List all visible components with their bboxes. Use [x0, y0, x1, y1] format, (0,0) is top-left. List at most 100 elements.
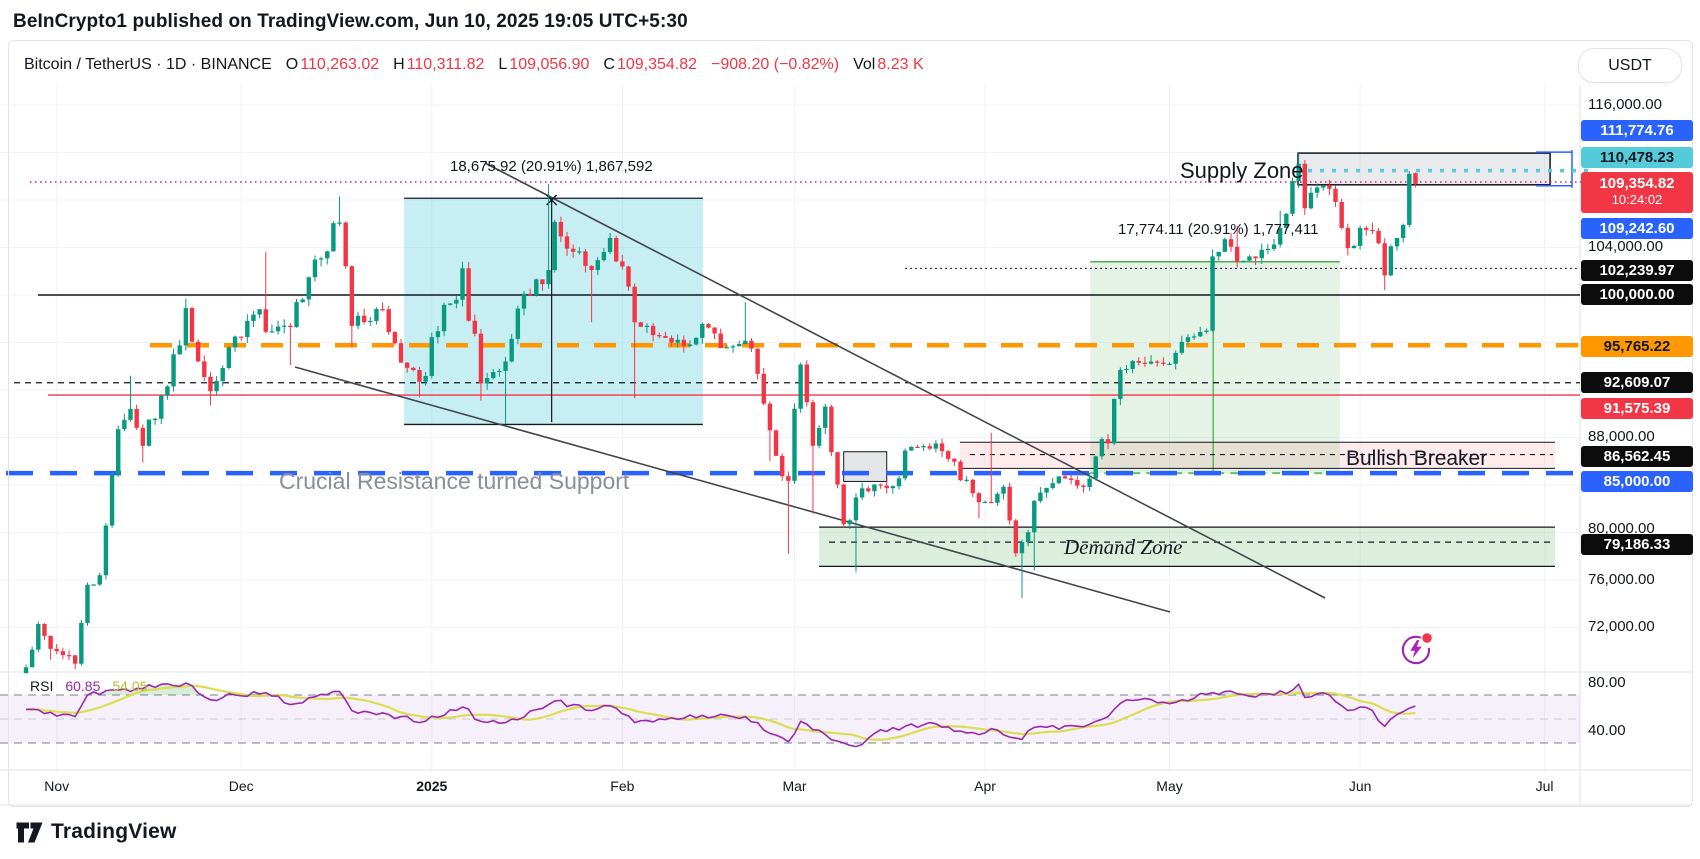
- candle: [1075, 480, 1080, 486]
- candle: [589, 265, 594, 271]
- candle: [1185, 337, 1191, 342]
- candle: [527, 293, 533, 296]
- candle: [177, 345, 182, 355]
- bullish-breaker-label[interactable]: Bullish Breaker: [1346, 447, 1488, 470]
- candle: [1179, 341, 1185, 353]
- rsi-line: [25, 682, 1416, 748]
- candle: [1388, 246, 1394, 276]
- candle: [1111, 398, 1117, 444]
- candle: [1259, 249, 1264, 259]
- candle: [1068, 478, 1074, 481]
- supply-zone-box: [1297, 152, 1551, 186]
- price-badge: 102,239.97: [1581, 259, 1693, 281]
- candle: [1062, 476, 1068, 479]
- candle: [534, 279, 539, 296]
- demand-zone-label[interactable]: Demand Zone: [1064, 535, 1183, 559]
- candle: [411, 367, 416, 371]
- candle: [1038, 492, 1043, 502]
- candle: [1321, 185, 1326, 188]
- candle: [601, 251, 607, 261]
- candle: [29, 649, 35, 668]
- candle: [1130, 361, 1135, 369]
- candle: [798, 364, 803, 409]
- candle: [1173, 352, 1178, 364]
- candle: [515, 308, 521, 339]
- candle: [1167, 363, 1172, 366]
- ohlc-close: C 109,354.82: [603, 56, 698, 73]
- candle: [743, 340, 748, 345]
- candle: [1302, 163, 1307, 209]
- candle: [816, 427, 822, 446]
- price-tick-label: 88,000.00: [1588, 428, 1655, 445]
- candle: [398, 343, 404, 363]
- candle: [1253, 256, 1258, 259]
- rsi-label: RSI: [30, 678, 54, 694]
- candle: [995, 493, 1000, 503]
- candle: [263, 309, 268, 332]
- price-range-annotation-mid[interactable]: 17,774.11 (20.91%) 1,777,411: [1118, 221, 1319, 238]
- currency-toggle-button[interactable]: USDT: [1578, 48, 1682, 83]
- candle: [380, 309, 385, 311]
- candle: [1007, 486, 1012, 521]
- crucial-resistance-label[interactable]: Crucial Resistance turned Support: [279, 468, 630, 494]
- price-range-annotation-top[interactable]: 18,675.92 (20.91%) 1,867,592: [450, 158, 653, 175]
- candle: [392, 332, 398, 344]
- candle: [97, 575, 102, 585]
- candle: [841, 484, 846, 525]
- candle: [1333, 188, 1338, 202]
- candle: [786, 476, 791, 481]
- candle: [1050, 483, 1055, 488]
- candle: [159, 395, 164, 419]
- candle: [503, 361, 508, 371]
- candle: [103, 525, 109, 576]
- candle: [989, 501, 994, 504]
- candle: [927, 446, 932, 449]
- candle: [1161, 362, 1166, 364]
- candle: [208, 376, 213, 392]
- candle: [497, 370, 502, 373]
- candle: [269, 331, 275, 333]
- candle: [706, 324, 711, 328]
- candle: [1087, 478, 1092, 488]
- candle: [546, 270, 551, 285]
- candle: [1019, 542, 1025, 554]
- chart-legend[interactable]: Bitcoin / TetherUS · 1D · BINANCE O 110,2…: [24, 56, 924, 74]
- countdown-timer: 10:24:02: [1611, 192, 1663, 207]
- candle: [238, 336, 244, 338]
- candle: [632, 286, 637, 323]
- candle: [128, 409, 133, 420]
- candle: [460, 268, 465, 300]
- candle: [669, 337, 674, 343]
- candle: [1351, 245, 1357, 249]
- publish-flash-icon[interactable]: [1396, 629, 1436, 669]
- candle: [183, 308, 189, 346]
- candle: [958, 461, 963, 481]
- candle: [964, 479, 969, 481]
- candle: [570, 248, 576, 252]
- rsi-ma-value: 54.05: [112, 678, 148, 694]
- tradingview-logo-text: TradingView: [51, 820, 177, 843]
- candle: [251, 314, 256, 322]
- tradingview-attribution[interactable]: TradingView: [16, 820, 177, 844]
- rsi-legend[interactable]: RSI 60.85 54.05: [30, 678, 147, 694]
- candle: [1290, 181, 1295, 214]
- candle: [275, 326, 281, 332]
- symbol-title[interactable]: Bitcoin / TetherUS · 1D · BINANCE: [24, 56, 272, 73]
- candle: [1228, 239, 1234, 247]
- candle: [1191, 336, 1197, 338]
- candle: [939, 443, 945, 452]
- candle: [122, 419, 127, 430]
- candle: [48, 635, 53, 649]
- candle: [1099, 439, 1105, 457]
- candle: [1155, 361, 1160, 363]
- candle: [36, 623, 41, 650]
- candle: [552, 221, 557, 271]
- descending-trendline: [484, 162, 1326, 599]
- candle: [288, 325, 293, 328]
- candle: [146, 419, 152, 446]
- candle: [232, 336, 238, 348]
- candle: [693, 337, 699, 345]
- candle: [749, 340, 754, 349]
- supply-zone-label[interactable]: Supply Zone: [1180, 158, 1304, 183]
